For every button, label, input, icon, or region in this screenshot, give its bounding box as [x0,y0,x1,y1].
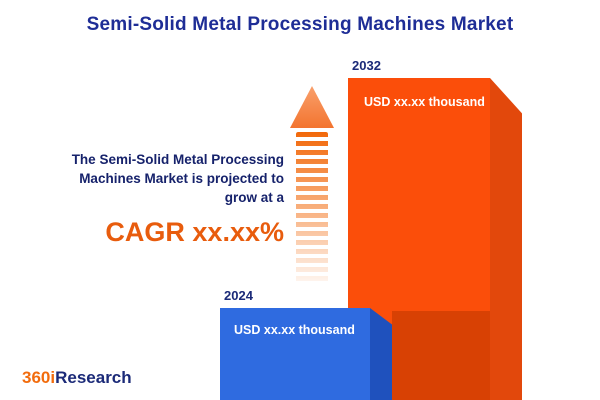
bar-value-2024: USD xx.xx thousand [234,323,355,337]
bar-2032-shaded-base [392,311,490,400]
bar-value-2032: USD xx.xx thousand [364,95,485,109]
growth-arrow-icon [290,86,334,128]
bar-label-2024: 2024 [224,288,253,303]
bar-label-2032: 2032 [352,58,381,73]
description-line-2: Machines Market is projected to [79,171,284,186]
growth-arrow-stripes [296,132,328,284]
bar-2024-side-face [370,308,392,400]
bar-2032-side-face [490,78,522,400]
brand-logo-prefix: 360i [22,368,56,387]
market-description: The Semi-Solid Metal Processing Machines… [38,150,284,248]
bar-2024 [220,308,370,400]
brand-logo: 360iResearch [22,368,132,388]
description-line-1: The Semi-Solid Metal Processing [71,152,284,167]
brand-logo-suffix: Research [55,368,132,387]
description-line-3: grow at a [224,190,284,205]
page-title: Semi-Solid Metal Processing Machines Mar… [86,14,514,35]
cagr-value: CAGR xx.xx% [105,217,284,247]
